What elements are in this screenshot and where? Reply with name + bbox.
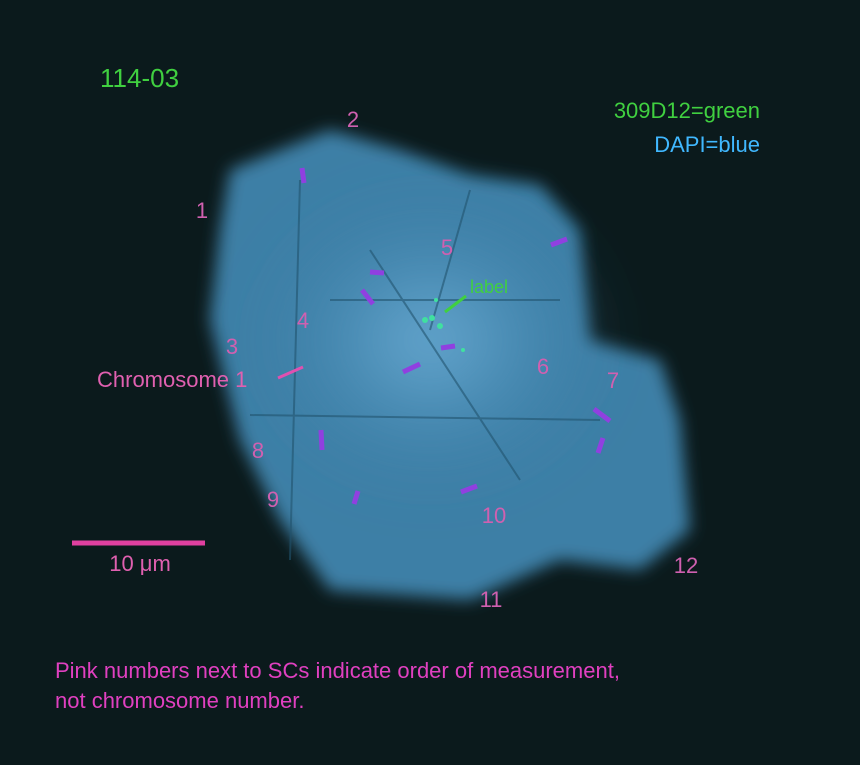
- marker: 5: [441, 235, 453, 260]
- scale-label: 10 μm: [109, 551, 171, 576]
- nucleus: [210, 130, 690, 600]
- marker: 6: [537, 354, 549, 379]
- marker: 9: [267, 487, 279, 512]
- marker: 1: [196, 198, 208, 223]
- marker: 10: [482, 503, 506, 528]
- marker: 12: [674, 553, 698, 578]
- marker: 11: [480, 587, 503, 612]
- legend-item: DAPI=blue: [654, 132, 760, 157]
- label-pointer: [444, 294, 467, 314]
- marker: 8: [252, 438, 264, 463]
- marker: 4: [297, 308, 309, 333]
- chromosome-annotation: Chromosome 1: [97, 367, 247, 392]
- legend-item: 309D12=green: [614, 98, 760, 123]
- label-annotation: label: [470, 277, 508, 297]
- caption-line: Pink numbers next to SCs indicate order …: [55, 658, 620, 683]
- caption-line: not chromosome number.: [55, 688, 304, 713]
- marker: 3: [226, 334, 238, 359]
- marker: 7: [607, 368, 619, 393]
- title: 114-03: [100, 63, 179, 93]
- sc-marks: [299, 167, 612, 505]
- marker: 2: [347, 107, 359, 132]
- chromosome-pointer: [277, 365, 304, 380]
